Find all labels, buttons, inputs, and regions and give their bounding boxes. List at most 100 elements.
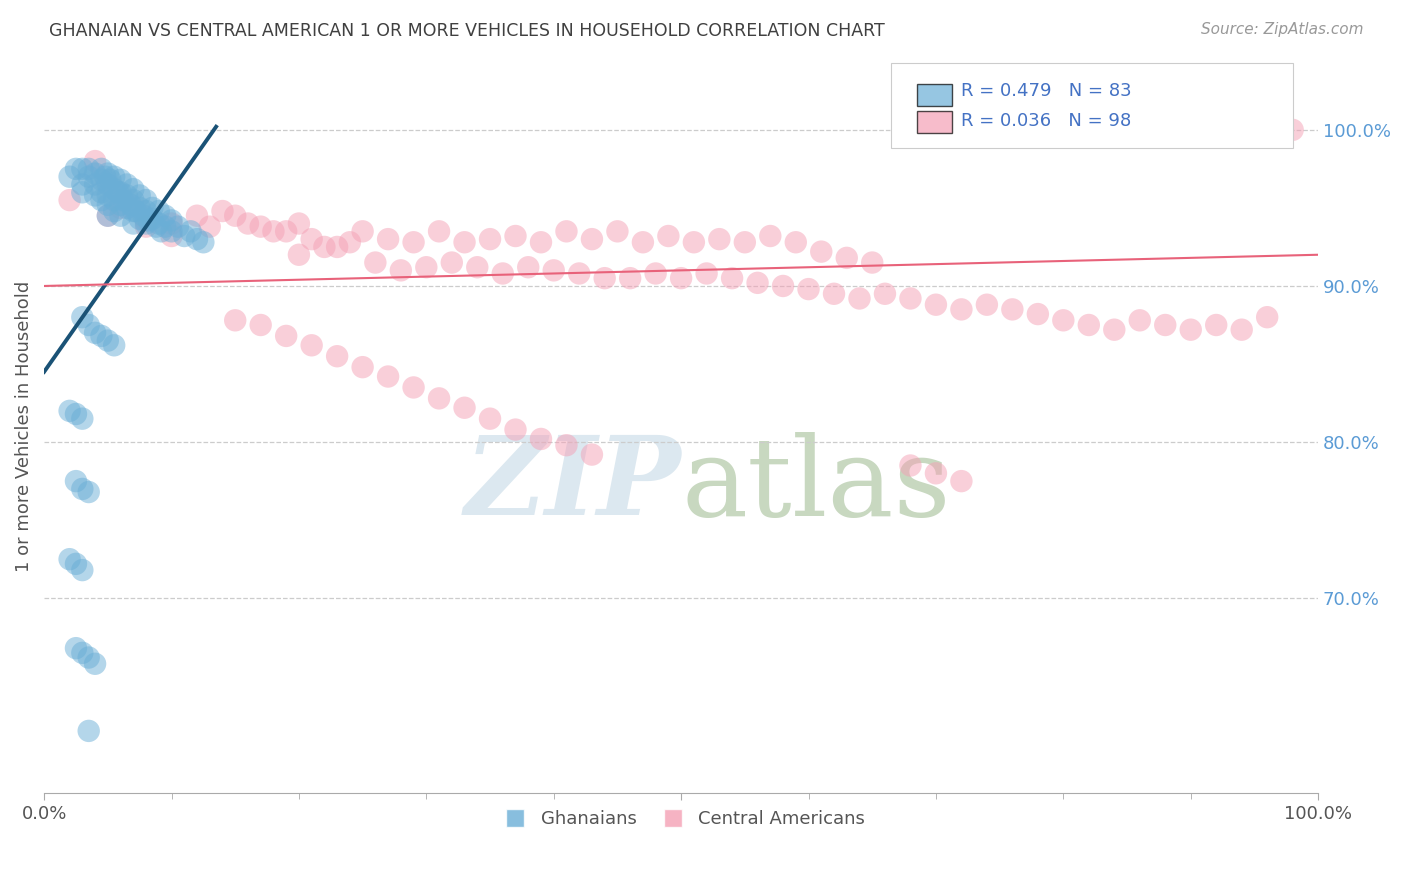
Point bbox=[132, 209, 155, 223]
Point bbox=[797, 282, 820, 296]
Point bbox=[644, 267, 666, 281]
Point bbox=[122, 193, 145, 207]
Point bbox=[925, 298, 948, 312]
Point bbox=[505, 229, 527, 244]
Point bbox=[97, 167, 120, 181]
Point bbox=[276, 329, 298, 343]
Point bbox=[77, 723, 100, 738]
Point bbox=[84, 178, 107, 192]
Point bbox=[153, 219, 176, 234]
Point bbox=[77, 650, 100, 665]
Point bbox=[115, 201, 138, 215]
Point bbox=[58, 404, 80, 418]
Point bbox=[1205, 318, 1227, 332]
Point bbox=[160, 213, 183, 227]
Point bbox=[505, 423, 527, 437]
Point bbox=[72, 178, 94, 192]
Point bbox=[479, 232, 502, 246]
Point bbox=[65, 407, 87, 421]
Point bbox=[77, 161, 100, 176]
Point bbox=[224, 209, 246, 223]
Legend: Ghanaians, Central Americans: Ghanaians, Central Americans bbox=[491, 803, 872, 836]
Text: R = 0.036   N = 98: R = 0.036 N = 98 bbox=[962, 112, 1132, 129]
Point bbox=[249, 318, 271, 332]
Point bbox=[657, 229, 679, 244]
Point bbox=[669, 271, 692, 285]
Point bbox=[122, 217, 145, 231]
Point bbox=[135, 219, 157, 234]
Point bbox=[683, 235, 706, 250]
Point bbox=[84, 188, 107, 202]
Point bbox=[58, 552, 80, 566]
Point bbox=[1104, 323, 1126, 337]
Point bbox=[58, 169, 80, 184]
Point bbox=[90, 193, 112, 207]
Point bbox=[122, 204, 145, 219]
Point bbox=[72, 186, 94, 200]
Point bbox=[950, 302, 973, 317]
Point bbox=[77, 485, 100, 500]
Point bbox=[581, 232, 603, 246]
Point bbox=[90, 173, 112, 187]
Point bbox=[314, 240, 336, 254]
Point bbox=[84, 326, 107, 340]
Point bbox=[115, 188, 138, 202]
Point bbox=[976, 298, 998, 312]
Point bbox=[900, 458, 922, 473]
Point bbox=[734, 235, 756, 250]
Point bbox=[150, 224, 173, 238]
Point bbox=[128, 201, 150, 215]
Point bbox=[492, 267, 515, 281]
Point bbox=[211, 204, 233, 219]
Point bbox=[72, 411, 94, 425]
Point bbox=[555, 438, 578, 452]
Point bbox=[925, 467, 948, 481]
Point bbox=[72, 563, 94, 577]
Point bbox=[103, 338, 125, 352]
Point bbox=[415, 260, 437, 275]
Point bbox=[125, 204, 148, 219]
Point bbox=[84, 657, 107, 671]
Point bbox=[262, 224, 284, 238]
Point bbox=[141, 211, 163, 226]
Point bbox=[103, 204, 125, 219]
Point bbox=[167, 219, 190, 234]
Point bbox=[1129, 313, 1152, 327]
Point bbox=[288, 217, 311, 231]
Point bbox=[1256, 310, 1278, 325]
Point bbox=[326, 240, 349, 254]
Point bbox=[90, 329, 112, 343]
Point bbox=[97, 198, 120, 212]
Point bbox=[1052, 313, 1074, 327]
Point bbox=[1230, 323, 1253, 337]
Point bbox=[530, 235, 553, 250]
Point bbox=[1180, 323, 1202, 337]
Point bbox=[440, 255, 463, 269]
Point bbox=[173, 229, 195, 244]
Point bbox=[110, 209, 132, 223]
Point bbox=[364, 255, 387, 269]
Point bbox=[1026, 307, 1049, 321]
Point bbox=[77, 169, 100, 184]
Point bbox=[696, 267, 718, 281]
Point bbox=[160, 217, 183, 231]
Point bbox=[377, 369, 399, 384]
Point bbox=[709, 232, 731, 246]
Point bbox=[97, 334, 120, 348]
Point bbox=[402, 235, 425, 250]
Point bbox=[90, 186, 112, 200]
Point bbox=[84, 154, 107, 169]
Point bbox=[138, 213, 160, 227]
Point bbox=[128, 211, 150, 226]
Point bbox=[160, 229, 183, 244]
Point bbox=[72, 646, 94, 660]
Point bbox=[950, 474, 973, 488]
Point bbox=[135, 217, 157, 231]
Point bbox=[58, 193, 80, 207]
Point bbox=[122, 182, 145, 196]
Point bbox=[759, 229, 782, 244]
Point bbox=[427, 224, 450, 238]
Point bbox=[249, 219, 271, 234]
Point bbox=[65, 161, 87, 176]
Point bbox=[94, 169, 117, 184]
